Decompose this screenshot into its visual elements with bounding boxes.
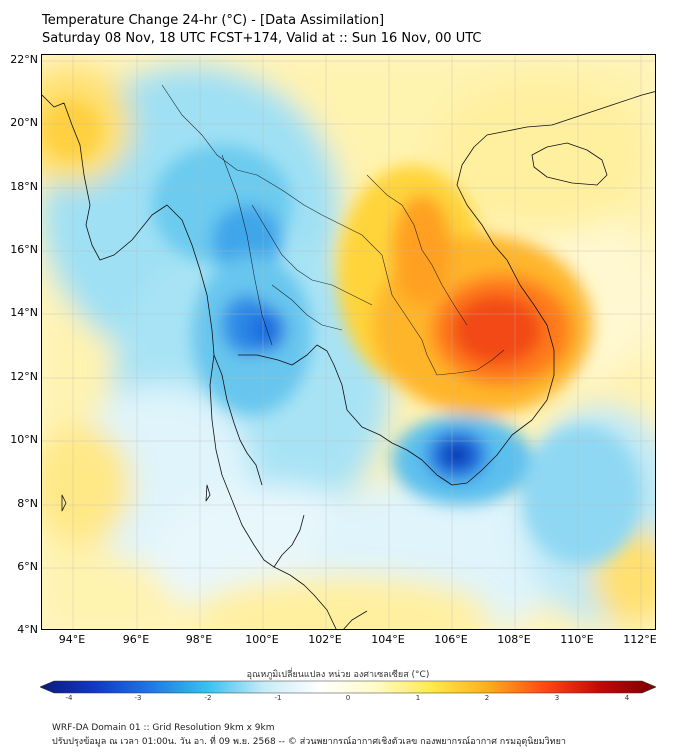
lon-label-104: 104°E <box>371 633 405 646</box>
lat-label-12: 12°N <box>10 370 38 383</box>
lon-label-94: 94°E <box>58 633 86 646</box>
colorbar-tick: 1 <box>415 694 421 702</box>
lon-label-100: 100°E <box>245 633 279 646</box>
borders <box>161 84 505 376</box>
lat-label-22: 22°N <box>10 53 38 66</box>
map-title-block: Temperature Change 24-hr (°C) - [Data As… <box>42 12 482 48</box>
footer-credit: ปรับปรุงข้อมูล ณ เวลา 01:00น. วัน อา. ที… <box>52 737 566 747</box>
colorbar-tick: 2 <box>484 694 490 702</box>
lon-label-106: 106°E <box>434 633 468 646</box>
lat-label-8: 8°N <box>17 497 38 510</box>
colorbar-tick: 4 <box>624 694 630 702</box>
map-title: Temperature Change 24-hr (°C) - [Data As… <box>42 13 385 28</box>
temperature-change-map <box>41 54 656 630</box>
lat-label-6: 6°N <box>17 560 38 573</box>
lon-label-112: 112°E <box>623 633 657 646</box>
colorbar-tick: 0 <box>345 694 351 702</box>
colorbar-tick: -1 <box>274 694 282 702</box>
lat-label-14: 14°N <box>10 306 38 319</box>
lon-label-96: 96°E <box>122 633 150 646</box>
colorbar-tick: 3 <box>554 694 560 702</box>
lat-label-16: 16°N <box>10 243 38 256</box>
colorbar-bar <box>40 680 656 694</box>
colorbar-label: อุณหภูมิเปลี่ยนแปลง หน่วย องศาเซลเซียส (… <box>246 670 430 680</box>
lat-label-10: 10°N <box>10 433 38 446</box>
lat-label-4: 4°N <box>17 623 38 636</box>
map-canvas <box>42 55 655 629</box>
colorbar-tick: -2 <box>204 694 212 702</box>
map-subtitle: Saturday 08 Nov, 18 UTC FCST+174, Valid … <box>42 31 482 46</box>
lon-label-110: 110°E <box>560 633 594 646</box>
lon-label-98: 98°E <box>185 633 213 646</box>
lon-label-108: 108°E <box>497 633 531 646</box>
footer-model-info: WRF-DA Domain 01 :: Grid Resolution 9km … <box>52 723 275 733</box>
graticule <box>42 55 655 629</box>
lat-label-18: 18°N <box>10 180 38 193</box>
lon-label-102: 102°E <box>308 633 342 646</box>
lat-label-20: 20°N <box>10 116 38 129</box>
coastlines <box>42 91 655 629</box>
colorbar <box>40 680 656 694</box>
colorbar-tick: -3 <box>134 694 142 702</box>
colorbar-tick: -4 <box>65 694 73 702</box>
